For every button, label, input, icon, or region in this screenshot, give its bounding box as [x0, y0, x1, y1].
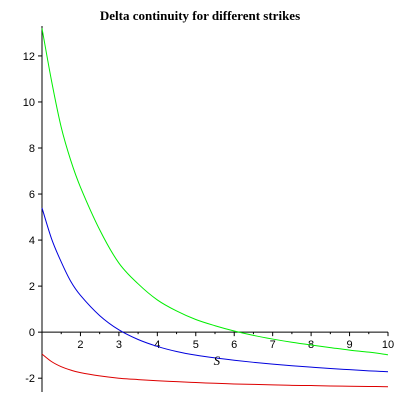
y-tick-label: 2 [29, 281, 35, 293]
series-layer [41, 28, 389, 388]
x-tick-label: 2 [77, 339, 83, 351]
x-tick-label: 6 [231, 339, 237, 351]
x-tick-label: 7 [270, 339, 276, 351]
series-line-red [41, 353, 389, 388]
x-tick-label: 4 [154, 339, 160, 351]
y-ticks: -2 0 2 4 6 8 10 12 [23, 51, 42, 385]
x-ticks: 2 3 4 5 6 7 8 9 10 [60, 332, 394, 351]
axes: 2 3 4 5 6 7 8 9 10 -2 0 2 4 6 8 10 12 [23, 26, 394, 392]
series-line-green [41, 28, 389, 356]
y-tick-label: -2 [25, 373, 35, 385]
x-tick-label: 9 [346, 339, 352, 351]
y-tick-label: 6 [29, 189, 35, 201]
y-tick-label: 10 [23, 97, 35, 109]
y-tick-label: 4 [29, 235, 35, 247]
y-tick-label: 12 [23, 51, 35, 63]
chart-title: Delta continuity for different strikes [100, 8, 300, 23]
x-tick-label: 3 [116, 339, 122, 351]
x-tick-label: 10 [382, 339, 394, 351]
x-tick-label: 5 [193, 339, 199, 351]
y-tick-label: 8 [29, 143, 35, 155]
x-axis-label: S [214, 353, 221, 368]
y-tick-label: 0 [29, 327, 35, 339]
series-line-blue [41, 207, 389, 373]
